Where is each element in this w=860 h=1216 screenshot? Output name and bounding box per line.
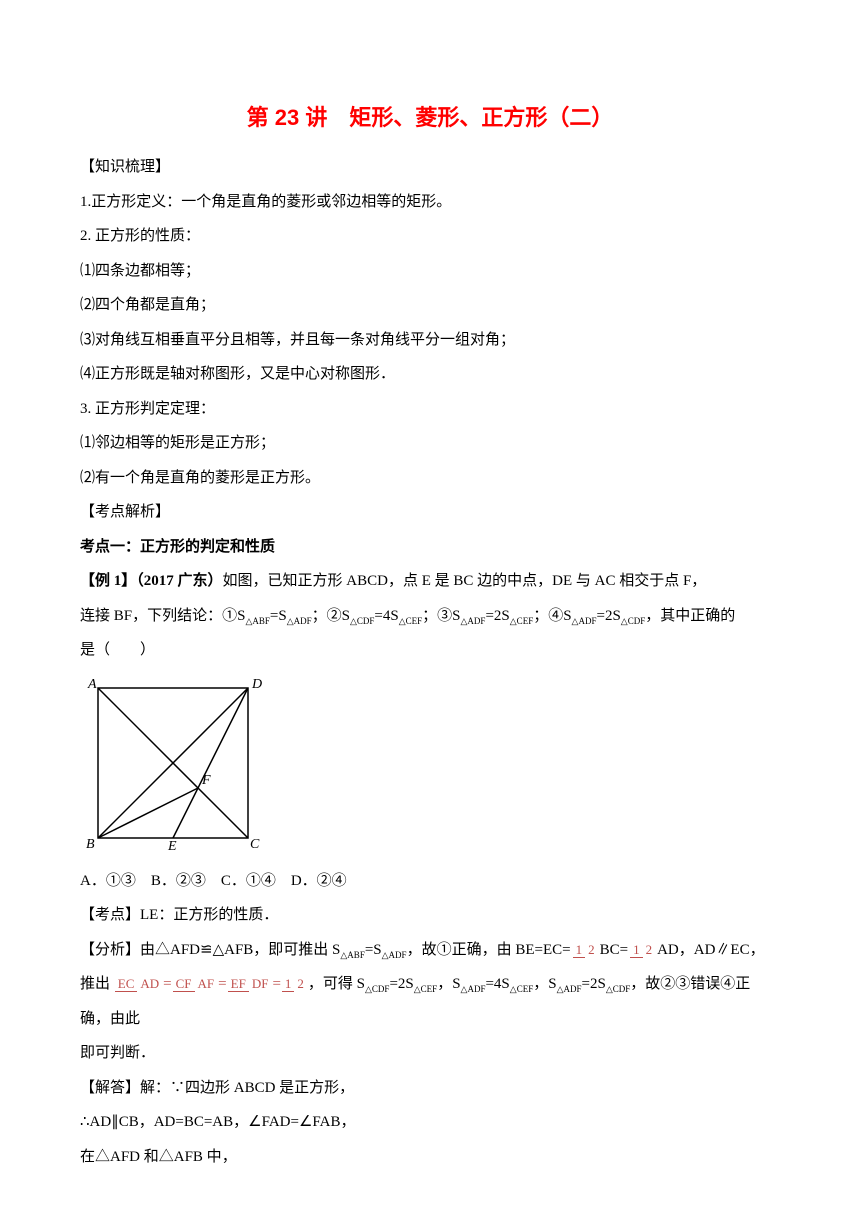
jieda-3: 在△AFD 和△AFB 中， xyxy=(80,1140,780,1175)
fenxi-line-3: 即可判断． xyxy=(80,1036,780,1071)
label-E: E xyxy=(167,839,177,851)
t: =2S xyxy=(596,608,620,624)
t: ，故①正确，由 BE=EC= xyxy=(407,942,571,958)
example-text-1: 如图，已知正方形 ABCD，点 E 是 BC 边的中点，DE 与 AC 相交于点… xyxy=(223,573,707,589)
para-prop-1: ⑴四条边都相等； xyxy=(80,254,780,289)
sub: △CEF xyxy=(399,616,422,626)
t: ；④S xyxy=(533,608,571,624)
sub: △ADF xyxy=(382,950,407,960)
heading-knowledge: 【知识梳理】 xyxy=(80,150,780,185)
t: BC= xyxy=(600,942,628,958)
t: =2S xyxy=(389,976,413,992)
sub: △CDF xyxy=(365,984,389,994)
para-prop-head: 2. 正方形的性质： xyxy=(80,219,780,254)
t: 连接 BF，下列结论：①S xyxy=(80,608,245,624)
sub: △ABF xyxy=(245,616,269,626)
label-F: F xyxy=(201,773,211,788)
para-prop-2: ⑵四个角都是直角； xyxy=(80,288,780,323)
fenxi-line-2: 推出 ECAD=CFAF=EFDF=12，可得 S△CDF=2S△CEF，S△A… xyxy=(80,967,780,1036)
sub: △CDF xyxy=(606,984,630,994)
t: ，S xyxy=(437,976,460,992)
kaodian-1-title: 考点一：正方形的判定和性质 xyxy=(80,530,780,565)
label-D: D xyxy=(251,677,262,692)
fenxi-line-1: 【分析】由△AFD≌△AFB，即可推出 S△ABF=S△ADF，故①正确，由 B… xyxy=(80,933,780,968)
t: =S xyxy=(365,942,382,958)
para-def: 1.正方形定义：一个角是直角的菱形或邻边相等的矩形。 xyxy=(80,185,780,220)
sub: △ABF xyxy=(340,950,364,960)
para-thm-2: ⑵有一个角是直角的菱形是正方形。 xyxy=(80,461,780,496)
heading-kaodian: 【考点解析】 xyxy=(80,495,780,530)
sub: △CDF xyxy=(621,616,645,626)
t: ，其中正确的 xyxy=(645,608,735,624)
t: AD，AD∥EC， xyxy=(657,942,765,958)
square-figure: A D B C E F xyxy=(80,676,780,856)
t: ，S xyxy=(533,976,556,992)
ratio-3: EFDF xyxy=(228,977,272,991)
sub: △ADF xyxy=(572,616,597,626)
sub: △CDF xyxy=(350,616,374,626)
frac-half-1: 12 xyxy=(573,943,598,957)
label-A: A xyxy=(87,677,97,692)
t: 推出 xyxy=(80,976,110,992)
t: ，可得 S xyxy=(308,976,365,992)
t: =4S xyxy=(374,608,398,624)
t: =2S xyxy=(485,608,509,624)
para-thm-1: ⑴邻边相等的矩形是正方形； xyxy=(80,426,780,461)
sub: △ADF xyxy=(287,616,312,626)
t: 【分析】由△AFD≌△AFB，即可推出 S xyxy=(80,942,340,958)
ratio-1: ECAD xyxy=(115,977,162,991)
document-page: 第 23 讲 矩形、菱形、正方形（二） 【知识梳理】 1.正方形定义：一个角是直… xyxy=(0,0,860,1214)
sub: △CEF xyxy=(510,984,533,994)
frac-half-2: 12 xyxy=(630,943,655,957)
choices: A．①③ B．②③ C．①④ D．②④ xyxy=(80,864,780,899)
sub: △CEF xyxy=(414,984,437,994)
jieda-2: ∴AD∥CB，AD=BC=AB，∠FAD=∠FAB， xyxy=(80,1105,780,1140)
example-line-2: 连接 BF，下列结论：①S△ABF=S△ADF；②S△CDF=4S△CEF；③S… xyxy=(80,599,780,634)
para-prop-3: ⑶对角线互相垂直平分且相等，并且每一条对角线平分一组对角； xyxy=(80,323,780,358)
sub: △ADF xyxy=(557,984,582,994)
t: ；③S xyxy=(422,608,460,624)
t: =4S xyxy=(485,976,509,992)
para-thm-head: 3. 正方形判定定理： xyxy=(80,392,780,427)
example-line-1: 【例 1】（2017 广东）如图，已知正方形 ABCD，点 E 是 BC 边的中… xyxy=(80,564,780,599)
t: =2S xyxy=(582,976,606,992)
example-line-3: 是（ ） xyxy=(80,633,780,668)
kaodian-label: 【考点】LE：正方形的性质． xyxy=(80,898,780,933)
example-tag: 【例 1】（2017 广东） xyxy=(80,573,223,589)
label-C: C xyxy=(250,837,260,851)
ratio-4: 12 xyxy=(282,977,307,991)
t: =S xyxy=(270,608,287,624)
jieda-1: 【解答】解：∵四边形 ABCD 是正方形， xyxy=(80,1071,780,1106)
sub: △CEF xyxy=(510,616,533,626)
t: ；②S xyxy=(312,608,350,624)
sub: △ADF xyxy=(461,984,486,994)
para-prop-4: ⑷正方形既是轴对称图形，又是中心对称图形． xyxy=(80,357,780,392)
sub: △ADF xyxy=(461,616,486,626)
label-B: B xyxy=(86,837,95,851)
page-title: 第 23 讲 矩形、菱形、正方形（二） xyxy=(80,100,780,132)
ratio-2: CFAF xyxy=(173,977,218,991)
